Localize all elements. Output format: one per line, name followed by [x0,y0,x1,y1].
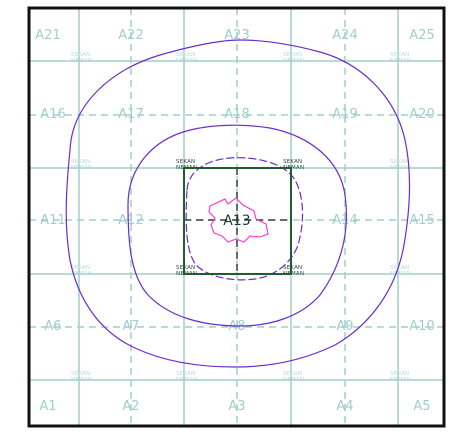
stamp-mark: SEKAN [390,371,409,377]
contour-outer [65,39,411,368]
stamp-mark: SEKAN [176,371,195,377]
cell-label-center: A13 [223,213,250,229]
stamp-mark: NEMAN [71,58,92,64]
stamp-mark: SEKAN [283,265,302,271]
cell-label-a22: A22 [118,28,143,43]
stamp-mark: NEMAN [283,377,304,383]
contour-middle [127,124,348,327]
stamp-mark: NEMAN [71,165,92,171]
stamp-mark: SEKAN [176,52,195,58]
stamp-mark: NEMAN [283,58,304,64]
cell-label-a5: A5 [413,399,430,414]
cell-label-a9: A9 [336,319,353,334]
grid-labels: A21 A22 A23 A24 A25 A16 A17 A18 A19 A20 A11 A12 A14 A… [35,28,434,414]
cell-label-a20: A20 [409,107,434,122]
cell-label-a10: A10 [409,319,434,334]
stamp-mark: SEKAN [176,159,195,165]
cell-label-a21: A21 [35,28,60,43]
stamp-mark: NEMAN [390,165,411,171]
cell-label-a12: A12 [118,213,143,228]
cell-label-a7: A7 [122,319,139,334]
contour-inner [185,157,304,281]
cell-label-a19: A19 [332,107,357,122]
stamp-mark: SEKAN [176,265,195,271]
stamp-mark: NEMAN [390,377,411,383]
stamp-mark: SEKAN [390,265,409,271]
stamp-mark: NEMAN [283,271,304,277]
stamp-mark: NEMAN [176,58,197,64]
stamp-mark: NEMAN [283,165,304,171]
stamp-mark: SEKAN [71,371,90,377]
cell-label-a11: A11 [40,213,65,228]
cell-label-a3: A3 [228,399,245,414]
site-boundary [208,197,269,243]
stamp-mark: NEMAN [71,377,92,383]
stamp-mark: SEKAN [71,159,90,165]
stamp-mark: SEKAN [71,265,90,271]
stamp-mark: NEMAN [71,271,92,277]
center-block-a13 [183,167,292,275]
stamp-mark: SEKAN [71,52,90,58]
map-frame [27,6,446,428]
cell-label-a23: A23 [224,28,249,43]
stamp-mark: SEKAN [283,371,302,377]
stamp-mark: NEMAN [390,58,411,64]
cell-label-a4: A4 [336,399,353,414]
cell-label-a25: A25 [409,28,434,43]
stamp-mark: SEKAN [283,52,302,58]
stamp-mark: SEKAN [390,52,409,58]
cell-label-a1: A1 [39,399,56,414]
cell-label-a6: A6 [44,319,61,334]
cell-label-a18: A18 [224,107,249,122]
cell-label-a2: A2 [122,399,139,414]
cell-label-a24: A24 [332,28,357,43]
cell-label-a17: A17 [118,107,143,122]
cell-label-a14: A14 [332,213,357,228]
stamp-mark: NEMAN [176,377,197,383]
stamp-mark: NEMAN [390,271,411,277]
stamp-mark: SEKAN [390,159,409,165]
stamp-mark: SEKAN [283,159,302,165]
cell-label-a16: A16 [40,107,65,122]
cell-label-a15: A15 [409,213,434,228]
